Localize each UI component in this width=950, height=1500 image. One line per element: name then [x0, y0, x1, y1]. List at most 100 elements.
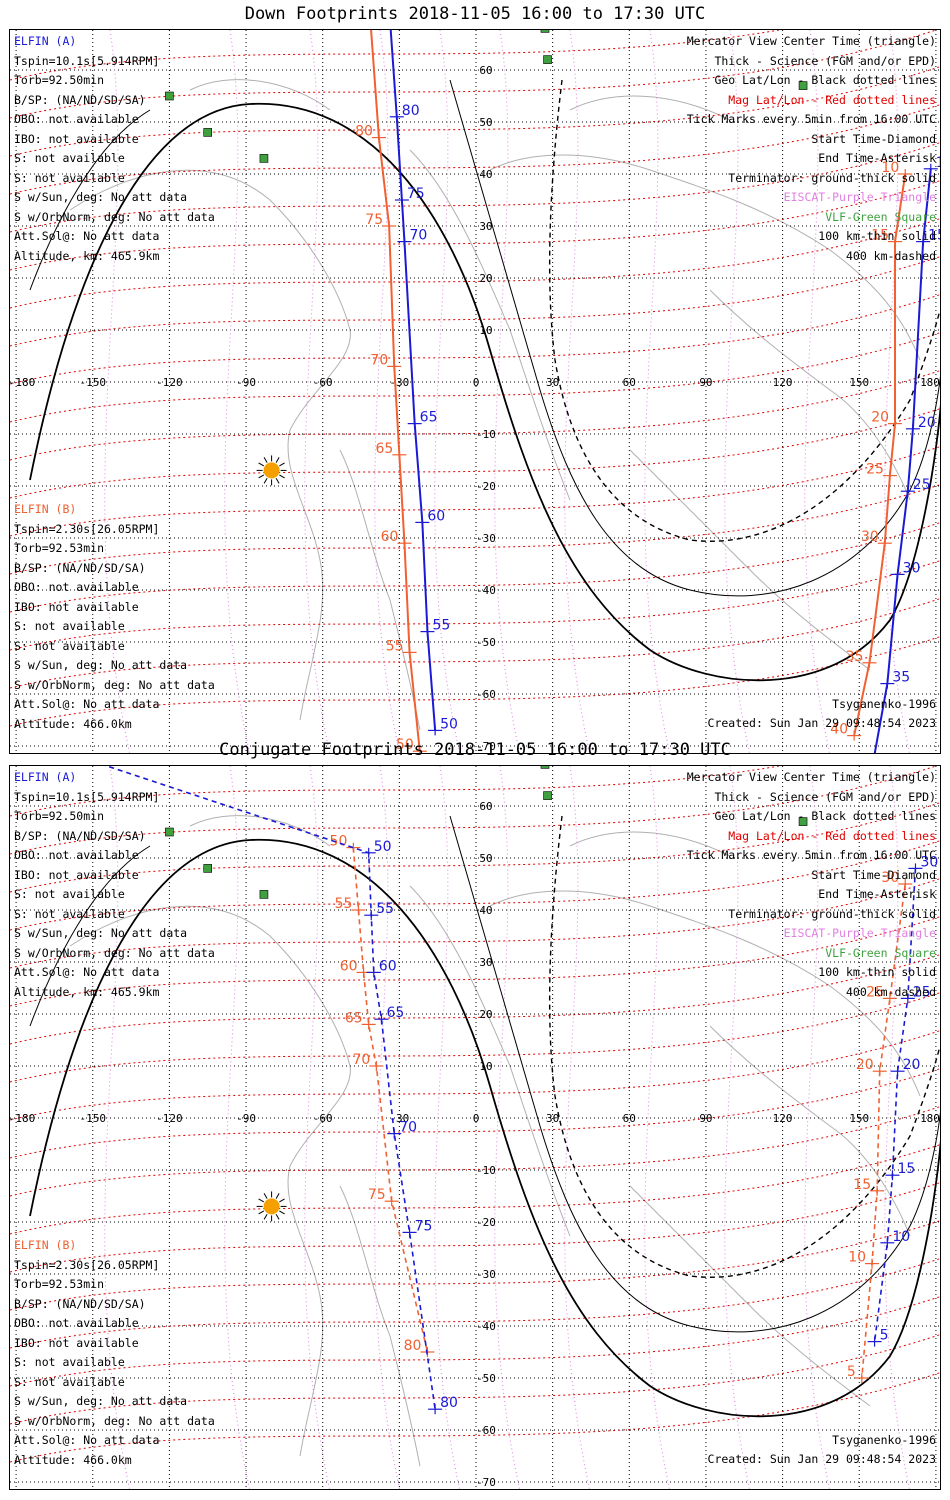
tick-label: 70: [353, 1052, 371, 1068]
lat-label: -10: [476, 428, 496, 441]
elfin-a-info-line: Altitude, km: 465.9km: [14, 248, 160, 263]
lon-label: 120: [773, 1112, 793, 1125]
tick-label: 65: [420, 410, 438, 426]
elfin-b-info-line: B/SP: (NA/ND/SD/SA): [14, 1296, 146, 1311]
legend-item: 400 km-dashed: [845, 248, 936, 263]
tick-label: 20: [918, 415, 936, 431]
tick-label: 65: [345, 1010, 363, 1026]
elfin-b-info-line: Torb=92.53min: [14, 541, 105, 555]
elfin-a-info: ELFIN (A) Tspin=10.1s[5.914RPM] Torb=92.50…: [14, 32, 215, 266]
tick-label: 25: [913, 477, 931, 493]
lat-label: -30: [476, 532, 496, 545]
created-timestamp: Created: Sun Jan 29 09:48:54 2023: [707, 1452, 936, 1466]
legend-item: EISCAT-Purple Triangle: [783, 190, 936, 204]
vlf-square: [543, 791, 552, 800]
elfin-b-info-line: Altitude: 466.0km: [14, 716, 132, 731]
elfin-b-info-line: B/SP: (NA/ND/SD/SA): [14, 560, 146, 575]
down-footprints-map: -180 -150 -120 -90 -60 -30 0 30 60 90 120 150 180 70 6…: [9, 29, 941, 754]
tick-label: 5: [847, 1364, 856, 1380]
elfin-b-info-line: Tspin=2.30s[26.05RPM]: [14, 521, 160, 536]
elfin-a-info-line: OBO: not available: [14, 112, 139, 126]
lon-label: -90: [236, 376, 256, 389]
tick-label: 15: [871, 228, 889, 244]
vlf-square: [203, 128, 213, 137]
tick-label: 50: [396, 737, 414, 753]
vlf-square: [165, 827, 174, 837]
tick-label: 40: [830, 722, 848, 738]
tick-label: 30: [881, 870, 899, 886]
lon-axis-labels: -180 -150 -120 -90 -60 -30 0 30 60 90 120 150 180: [10, 1112, 940, 1125]
geo-grid: [10, 766, 940, 1489]
model-label: Tsyganenko-1996: [832, 1433, 936, 1447]
legend-item: Thick - Science (FGM and/or EPD): [714, 53, 936, 68]
lon-label: 150: [849, 1112, 869, 1125]
elfin-b-header: ELFIN (B): [14, 1238, 77, 1252]
elfin-b-info-line: S w/Sun, deg: No att data: [14, 658, 188, 672]
lon-label: 30: [546, 1112, 559, 1125]
tick-label: 70: [370, 352, 388, 368]
tick-label: 60: [427, 508, 445, 524]
elfin-a-info-line: S w/OrbNorm, deg: No att data: [14, 945, 215, 960]
vlf-square: [543, 55, 552, 64]
tick-label: 10: [892, 1229, 910, 1245]
tick-label: 25: [866, 984, 884, 1000]
lat-axis-labels: 70605040302010-10-20-30-40-50-60-70: [476, 64, 496, 753]
elfin-b-info: ELFIN (B) Tspin=2.30s[26.05RPM] Torb=92.53…: [14, 500, 215, 734]
lon-label: 150: [849, 376, 869, 389]
mag-grid: [10, 30, 940, 727]
elfin-a-info-line: S w/Sun, deg: No att data: [14, 926, 188, 940]
legend-item: Terminator: ground-thick solid: [728, 170, 936, 185]
legend-item: Tick Marks every 5min from 16:00 UTC: [686, 848, 936, 862]
lat-label: -10: [476, 1164, 496, 1177]
tick-label: 70: [399, 1120, 417, 1136]
elfin-a-info-line: IBO: not available: [14, 131, 139, 146]
elfin-a-header: ELFIN (A): [14, 34, 77, 48]
lat-label: 10: [479, 324, 492, 337]
legend-item: End Time-Asterisk: [818, 151, 936, 165]
elfin-b-info-line: Torb=92.53min: [14, 1277, 105, 1291]
tick-label: 20: [903, 1057, 921, 1073]
lat-label: -20: [476, 480, 496, 493]
elfin-b-info-line: S w/Sun, deg: No att data: [14, 1394, 188, 1408]
tick-label: 55: [386, 638, 404, 654]
lat-label: 50: [479, 852, 492, 865]
legend-item: VLF-Green Square: [825, 209, 936, 224]
tick-label: 80: [440, 1395, 458, 1411]
legend-item: 100 km-thin solid: [818, 965, 936, 979]
tick-label: 50: [374, 839, 392, 855]
lat-label: -60: [476, 1424, 496, 1437]
lat-label: 30: [479, 220, 492, 233]
elfin-a-track: 858075706560555040353025201510: [389, 30, 941, 753]
tick-label: 25: [866, 462, 884, 478]
tick-label: 55: [432, 618, 450, 634]
vlf-square: [259, 890, 269, 899]
lat-label: -50: [476, 636, 496, 649]
tick-label: 30: [920, 854, 938, 870]
tick-label: 70: [409, 228, 427, 244]
elfin-a-info-line: S w/OrbNorm, deg: No att data: [14, 209, 215, 224]
lat-label: 20: [479, 1008, 492, 1021]
tick-label: 15: [897, 1161, 915, 1177]
sun-icon: [256, 455, 287, 486]
tick-label: 60: [379, 958, 397, 974]
coastlines: [69, 79, 921, 731]
terminator-ground: [29, 103, 940, 682]
tick-label: 80: [404, 1338, 422, 1354]
elfin-b-info-line: S w/OrbNorm, deg: No att data: [14, 677, 215, 692]
tick-label: 60: [340, 958, 358, 974]
legend-item: Terminator: ground-thick solid: [728, 906, 936, 921]
mag-grid: [10, 766, 940, 1463]
lat-label: -30: [476, 1268, 496, 1281]
lat-axis-labels: 70605040302010-10-20-30-40-50-60-70: [476, 800, 496, 1489]
tick-label: 35: [846, 649, 864, 665]
elfin-b-info-line: Altitude: 466.0km: [14, 1452, 132, 1467]
elfin-a-info-line: B/SP: (NA/ND/SD/SA): [14, 92, 146, 107]
geo-grid: [10, 30, 940, 753]
tick-label: 10: [936, 155, 941, 171]
lon-label: 180: [920, 376, 940, 389]
lon-label: -180: [10, 376, 35, 389]
tick-label: 55: [335, 896, 353, 912]
lat-label: -60: [476, 688, 496, 701]
model-label: Tsyganenko-1996: [832, 697, 936, 711]
elfin-b-info-line: Att.Sol@: No att data: [14, 697, 160, 711]
